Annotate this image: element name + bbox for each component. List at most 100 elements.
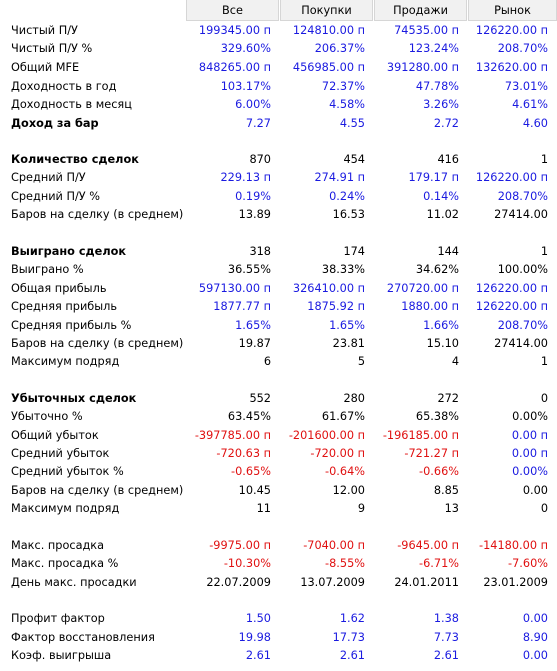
row-value: -196185.00 п: [382, 429, 459, 442]
row-label: Убыточно %: [11, 410, 83, 423]
row-value: 27414.00: [494, 208, 548, 221]
row-value: 126220.00 п: [475, 171, 548, 184]
table-row: Убыточных сделок 552 280 272 0: [0, 390, 557, 408]
row-label: Фактор восстановления: [11, 631, 155, 644]
column-header-market[interactable]: Рынок: [468, 0, 557, 21]
row-label: Количество сделок: [11, 153, 139, 166]
table-row: Доходность в год 103.17% 72.37% 47.78% 73.01…: [0, 78, 557, 96]
row-value: 1.50: [245, 612, 271, 625]
row-value: 0.00: [522, 612, 548, 625]
row-value: 1: [540, 355, 548, 368]
row-value: 123.24%: [408, 42, 459, 55]
row-value: 280: [343, 392, 365, 405]
row-value: 65.38%: [415, 410, 459, 423]
row-value: 34.62%: [415, 263, 459, 276]
row-value: 144: [437, 245, 459, 258]
table-row: Фактор восстановления 19.98 17.73 7.73 8.90: [0, 629, 557, 647]
row-value: 1875.92 п: [307, 300, 365, 313]
row-value: -397785.00 п: [194, 429, 271, 442]
table-row: Чистый П/У 199345.00 п 124810.00 п 74535.00…: [0, 22, 557, 40]
row-value: 0.00%: [512, 410, 548, 423]
row-label: Средний П/У: [11, 171, 86, 184]
row-label: Коэф. выигрыша: [11, 649, 112, 662]
table-row: Баров на сделку (в среднем) 19.87 23.81 15.…: [0, 335, 557, 353]
row-value: 19.98: [238, 631, 271, 644]
row-value: 326410.00 п: [292, 282, 365, 295]
table-row: Средняя прибыль 1877.77 п 1875.92 п 1880.00…: [0, 298, 557, 316]
column-header-short[interactable]: Продажи: [374, 0, 467, 21]
row-value: 274.91 п: [314, 171, 365, 184]
row-value: 2.61: [339, 649, 365, 662]
table-row: Общая прибыль 597130.00 п 326410.00 п 27072…: [0, 280, 557, 298]
row-value: 7.27: [245, 117, 271, 130]
row-label: Общая прибыль: [11, 282, 107, 295]
row-value: 23.01.2009: [483, 576, 548, 589]
row-value: 16.53: [332, 208, 365, 221]
row-value: 597130.00 п: [198, 282, 271, 295]
row-label: Выиграно сделок: [11, 245, 127, 258]
row-label: Баров на сделку (в среднем): [11, 484, 184, 497]
row-value: 0.00: [522, 484, 548, 497]
row-label: Доходность в год: [11, 80, 117, 93]
row-value: 0: [540, 502, 548, 515]
row-value: 1: [540, 153, 548, 166]
row-label: Средняя прибыль: [11, 300, 118, 313]
row-value: 1.66%: [423, 319, 459, 332]
row-value: -7040.00 п: [303, 539, 365, 552]
row-value: 1.62: [339, 612, 365, 625]
row-value: 10.45: [238, 484, 271, 497]
table-row: Средний П/У % 0.19% 0.24% 0.14% 208.70%: [0, 188, 557, 206]
row-value: -0.64%: [325, 465, 365, 478]
row-value: -9645.00 п: [397, 539, 459, 552]
row-value: -9975.00 п: [209, 539, 271, 552]
row-value: 27414.00: [494, 337, 548, 350]
row-value: 870: [249, 153, 271, 166]
row-value: 0.00 п: [511, 429, 548, 442]
row-value: 132620.00 п: [475, 61, 548, 74]
row-value: -720.63 п: [216, 447, 271, 460]
column-header-long[interactable]: Покупки: [280, 0, 373, 21]
row-label: Доходность в месяц: [11, 98, 132, 111]
row-value: 12.00: [332, 484, 365, 497]
row-value: 229.13 п: [220, 171, 271, 184]
table-row: Макс. просадка % -10.30% -8.55% -6.71% -7.60…: [0, 555, 557, 573]
table-row: Макс. просадка -9975.00 п -7040.00 п -9645.…: [0, 537, 557, 555]
row-value: -0.65%: [231, 465, 271, 478]
row-value: 4.58%: [329, 98, 365, 111]
row-value: 0.14%: [423, 190, 459, 203]
row-value: 8.90: [522, 631, 548, 644]
row-value: 272: [437, 392, 459, 405]
row-value: 74535.00 п: [394, 24, 459, 37]
row-value: 13: [444, 502, 459, 515]
row-value: 2.72: [433, 117, 459, 130]
row-value: 13.07.2009: [300, 576, 365, 589]
row-value: -8.55%: [325, 557, 365, 570]
row-value: 8.85: [433, 484, 459, 497]
row-value: 0.00: [522, 649, 548, 662]
row-value: 126220.00 п: [475, 282, 548, 295]
row-value: 6: [263, 355, 271, 368]
column-header-all[interactable]: Все: [186, 0, 279, 21]
row-value: -0.66%: [419, 465, 459, 478]
table-row: Средняя прибыль % 1.65% 1.65% 1.66% 208.70%: [0, 317, 557, 335]
row-label: Общий MFE: [11, 61, 80, 74]
table-header: Все Покупки Продажи Рынок: [0, 0, 557, 21]
row-value: 11: [256, 502, 271, 515]
row-value: 22.07.2009: [206, 576, 271, 589]
table-row: Средний убыток -720.63 п -720.00 п -721.27 …: [0, 445, 557, 463]
row-value: 23.81: [332, 337, 365, 350]
row-value: 270720.00 п: [386, 282, 459, 295]
row-value: 126220.00 п: [475, 300, 548, 313]
table-row: Убыточно % 63.45% 61.67% 65.38% 0.00%: [0, 408, 557, 426]
row-value: 13.89: [238, 208, 271, 221]
row-value: 36.55%: [227, 263, 271, 276]
row-value: 199345.00 п: [198, 24, 271, 37]
table-row: Выиграно % 36.55% 38.33% 34.62% 100.00%: [0, 261, 557, 279]
row-value: 61.67%: [321, 410, 365, 423]
row-value: 103.17%: [220, 80, 271, 93]
row-value: 318: [249, 245, 271, 258]
row-label: Доход за бар: [11, 117, 99, 130]
row-value: 72.37%: [321, 80, 365, 93]
row-value: 391280.00 п: [386, 61, 459, 74]
row-label: Выиграно %: [11, 263, 84, 276]
